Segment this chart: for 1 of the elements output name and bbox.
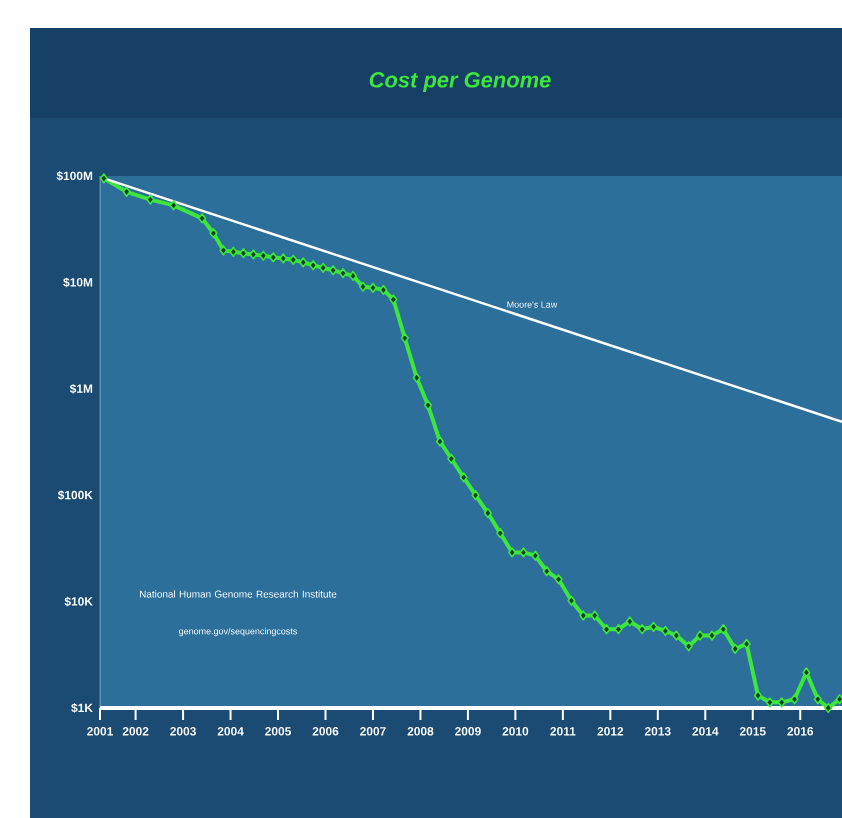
chart-title: Cost per Genome — [369, 72, 551, 92]
